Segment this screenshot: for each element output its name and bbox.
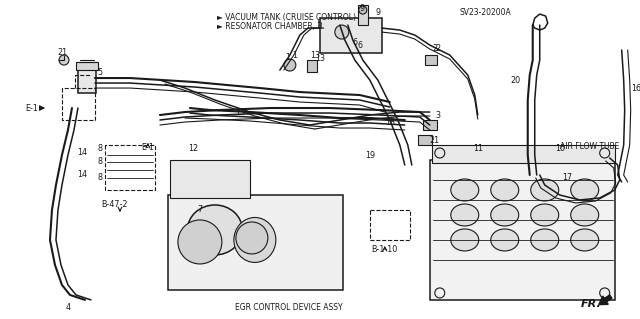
- Bar: [78, 68, 96, 93]
- Ellipse shape: [234, 218, 276, 263]
- Text: B-47-2: B-47-2: [102, 200, 128, 210]
- Text: 20: 20: [511, 76, 521, 85]
- Circle shape: [284, 59, 296, 71]
- Text: 2: 2: [432, 44, 437, 53]
- Ellipse shape: [491, 179, 519, 201]
- Text: 15: 15: [235, 108, 245, 116]
- Circle shape: [359, 6, 367, 14]
- Ellipse shape: [451, 204, 479, 226]
- Ellipse shape: [491, 204, 519, 226]
- Text: 4: 4: [65, 303, 70, 312]
- Text: EGR CONTROL DEVICE ASSY: EGR CONTROL DEVICE ASSY: [236, 303, 343, 312]
- Bar: [307, 60, 317, 72]
- Text: B-1-10: B-1-10: [372, 245, 398, 255]
- Text: 12: 12: [188, 144, 198, 152]
- Text: 5: 5: [97, 68, 102, 77]
- Text: 2: 2: [435, 44, 440, 53]
- Bar: [432, 145, 614, 163]
- Text: 13: 13: [315, 54, 325, 63]
- Text: 7: 7: [197, 205, 202, 214]
- Text: AIR FLOW TUBE: AIR FLOW TUBE: [560, 142, 620, 151]
- Text: ► VACUUM TANK (CRUISE CONTROL): ► VACUUM TANK (CRUISE CONTROL): [218, 13, 356, 22]
- Text: 14: 14: [77, 147, 87, 157]
- Text: 3: 3: [435, 110, 440, 120]
- FancyArrow shape: [599, 295, 612, 305]
- Text: 1: 1: [292, 50, 298, 60]
- Text: 14: 14: [77, 170, 87, 180]
- Bar: [418, 135, 432, 145]
- Text: 10: 10: [555, 144, 564, 152]
- Text: 11: 11: [473, 144, 483, 152]
- Ellipse shape: [491, 229, 519, 251]
- Bar: [430, 160, 614, 300]
- Ellipse shape: [188, 205, 243, 255]
- Text: FR.: FR.: [581, 299, 602, 308]
- Ellipse shape: [531, 179, 559, 201]
- Text: 8: 8: [97, 174, 102, 182]
- Text: 1: 1: [285, 53, 291, 62]
- Text: ► RESONATOR CHAMBER, B: ► RESONATOR CHAMBER, B: [218, 22, 323, 31]
- Text: E-1: E-1: [26, 104, 38, 113]
- Bar: [425, 55, 436, 65]
- Text: 13: 13: [310, 50, 320, 60]
- Ellipse shape: [451, 229, 479, 251]
- Circle shape: [335, 25, 349, 39]
- Text: 8: 8: [97, 144, 102, 152]
- Bar: [423, 120, 436, 130]
- Bar: [320, 18, 382, 53]
- Ellipse shape: [531, 229, 559, 251]
- Bar: [358, 5, 368, 25]
- Text: 21: 21: [429, 136, 440, 145]
- Ellipse shape: [451, 179, 479, 201]
- Text: 17: 17: [563, 174, 573, 182]
- Text: 19: 19: [365, 151, 375, 160]
- Text: 8: 8: [97, 158, 102, 167]
- Text: SV23-20200A: SV23-20200A: [459, 8, 511, 17]
- Text: 16: 16: [630, 84, 640, 93]
- Circle shape: [178, 220, 222, 264]
- Bar: [168, 195, 343, 290]
- Text: 21: 21: [57, 48, 67, 56]
- Ellipse shape: [571, 204, 598, 226]
- Bar: [76, 62, 98, 70]
- Ellipse shape: [531, 204, 559, 226]
- Text: 6: 6: [353, 38, 357, 47]
- Circle shape: [236, 222, 268, 254]
- Ellipse shape: [571, 229, 598, 251]
- Text: 6: 6: [357, 41, 362, 49]
- Ellipse shape: [571, 179, 598, 201]
- Text: 18: 18: [385, 117, 395, 127]
- Circle shape: [59, 55, 69, 65]
- Text: E-1: E-1: [141, 143, 154, 152]
- Text: 9: 9: [375, 8, 380, 17]
- Bar: [170, 160, 250, 198]
- Text: 9: 9: [359, 4, 364, 12]
